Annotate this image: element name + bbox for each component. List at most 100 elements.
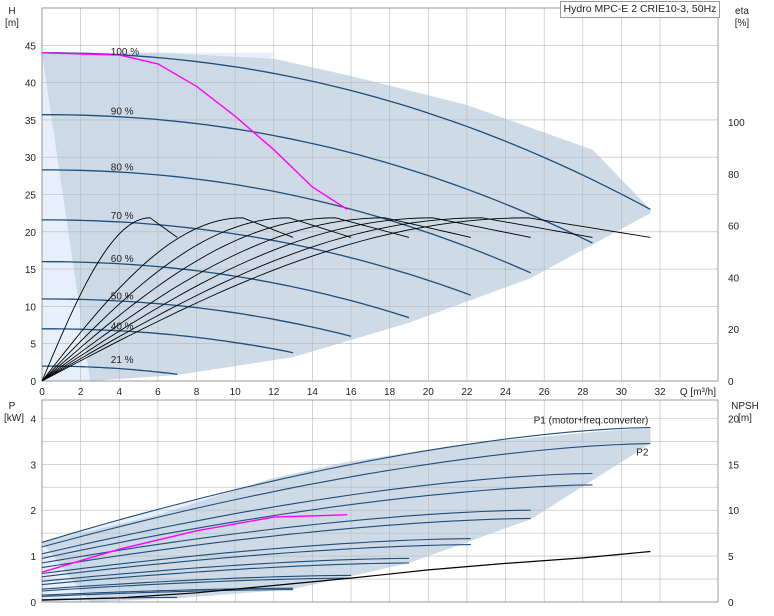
npsh-curve xyxy=(41,550,651,601)
p1-series-label: P1 (motor+freq.converter) xyxy=(534,416,649,427)
x-tick-label: 0 xyxy=(39,387,45,398)
x-tick-label: 28 xyxy=(577,387,589,398)
p-tick-label: 1 xyxy=(30,552,36,563)
duty-curve xyxy=(41,52,348,210)
x-tick-label: 12 xyxy=(268,387,280,398)
p-axis-label: P xyxy=(9,401,16,412)
speed-label-0: 100 % xyxy=(111,47,139,58)
eta-tick-label: 80 xyxy=(728,170,740,181)
p-axis-unit: [kW] xyxy=(4,413,24,424)
head-curve-1 xyxy=(42,114,593,244)
head-curve-4 xyxy=(41,260,410,319)
eta-axis-label: eta xyxy=(735,6,749,17)
x-tick-label: 16 xyxy=(345,387,357,398)
power-curve-11 xyxy=(41,577,352,592)
head-curve-5 xyxy=(41,298,352,337)
p-tick-label: 3 xyxy=(30,460,36,471)
npsh-tick-label: 20 xyxy=(728,414,740,425)
y-tick-label: 15 xyxy=(25,265,37,276)
y-tick-label: 5 xyxy=(30,340,36,351)
efficiency-curve-2 xyxy=(41,217,531,382)
power-curve-12 xyxy=(41,587,294,596)
power-curve-2 xyxy=(41,472,593,555)
efficiency-curve-6 xyxy=(41,217,294,382)
x-tick-label: 22 xyxy=(461,387,473,398)
power-curve-8 xyxy=(41,557,410,582)
power-curve-4 xyxy=(41,509,531,564)
efficiency-curve-3 xyxy=(41,217,471,382)
speed-label-2: 80 % xyxy=(111,162,134,173)
speed-label-7: 21 % xyxy=(111,355,134,366)
y-tick-label: 30 xyxy=(25,153,37,164)
head-curve-3 xyxy=(42,219,472,296)
npsh-tick-label: 10 xyxy=(728,506,740,517)
power-curve-9 xyxy=(41,562,410,586)
power-curve-0 xyxy=(41,426,651,543)
x-tick-label: 20 xyxy=(423,387,435,398)
eta-tick-label: 40 xyxy=(728,273,740,284)
power-curve-5 xyxy=(41,517,531,569)
duty-power-curve xyxy=(41,514,348,573)
x-tick-label: 10 xyxy=(230,387,242,398)
y-axis-unit: [m] xyxy=(5,18,19,29)
npsh-axis-unit: [m] xyxy=(738,413,752,424)
power-curve-7 xyxy=(41,544,471,578)
x-tick-label: 18 xyxy=(384,387,396,398)
efficiency-curve-5 xyxy=(41,217,352,382)
npsh-tick-label: 15 xyxy=(728,460,740,471)
chart-title: Hydro MPC-E 2 CRIE10-3, 50Hz xyxy=(560,1,720,18)
efficiency-curve-4 xyxy=(41,217,410,382)
eta-tick-label: 100 xyxy=(728,118,745,129)
p2-series-label: P2 xyxy=(636,448,649,459)
efficiency-curve-7 xyxy=(41,217,178,382)
operating-area xyxy=(42,52,651,382)
x-tick-label: 6 xyxy=(155,387,161,398)
y-tick-label: 35 xyxy=(25,116,37,127)
power-curve-6 xyxy=(41,538,471,575)
p-tick-label: 4 xyxy=(30,414,36,425)
x-axis-label: Q [m³/h] xyxy=(680,387,716,398)
y-tick-label: 40 xyxy=(25,79,37,90)
x-tick-label: 4 xyxy=(116,387,122,398)
npsh-axis-label: NPSH xyxy=(731,401,759,412)
x-tick-label: 30 xyxy=(616,387,628,398)
top-plot-frame xyxy=(41,7,719,382)
y-tick-label: 0 xyxy=(30,377,36,388)
speed-label-1: 90 % xyxy=(111,106,134,117)
npsh-tick-label: 0 xyxy=(728,598,734,609)
x-tick-label: 32 xyxy=(654,387,666,398)
speed-label-3: 70 % xyxy=(111,211,134,222)
speed-label-6: 40 % xyxy=(111,321,134,332)
efficiency-curve-0 xyxy=(41,217,651,382)
head-curve-2 xyxy=(42,169,531,274)
head-curve-6 xyxy=(42,328,294,354)
y-tick-label: 45 xyxy=(25,41,37,52)
efficiency-curve-1 xyxy=(41,217,593,382)
head-curve-0 xyxy=(42,52,651,210)
p-tick-label: 0 xyxy=(30,598,36,609)
power-curve-13 xyxy=(41,589,294,598)
x-tick-label: 14 xyxy=(307,387,319,398)
p-tick-label: 2 xyxy=(30,506,36,517)
eta-axis-unit: [%] xyxy=(735,18,750,29)
bottom-plot-frame xyxy=(41,399,719,603)
y-axis-label: H xyxy=(8,6,15,17)
x-tick-label: 2 xyxy=(78,387,84,398)
x-tick-label: 24 xyxy=(500,387,512,398)
power-curve-1 xyxy=(41,443,651,548)
eta-tick-label: 20 xyxy=(728,325,740,336)
eta-tick-label: 0 xyxy=(728,377,734,388)
y-tick-label: 10 xyxy=(25,302,37,313)
y-tick-label: 20 xyxy=(25,228,37,239)
speed-label-5: 50 % xyxy=(111,291,134,302)
power-curve-3 xyxy=(41,484,593,559)
x-tick-label: 8 xyxy=(194,387,200,398)
y-tick-label: 25 xyxy=(25,191,37,202)
x-tick-label: 26 xyxy=(539,387,551,398)
speed-label-4: 60 % xyxy=(111,254,134,265)
eta-tick-label: 60 xyxy=(728,222,740,233)
power-curve-10 xyxy=(41,574,351,590)
npsh-tick-label: 5 xyxy=(728,552,734,563)
